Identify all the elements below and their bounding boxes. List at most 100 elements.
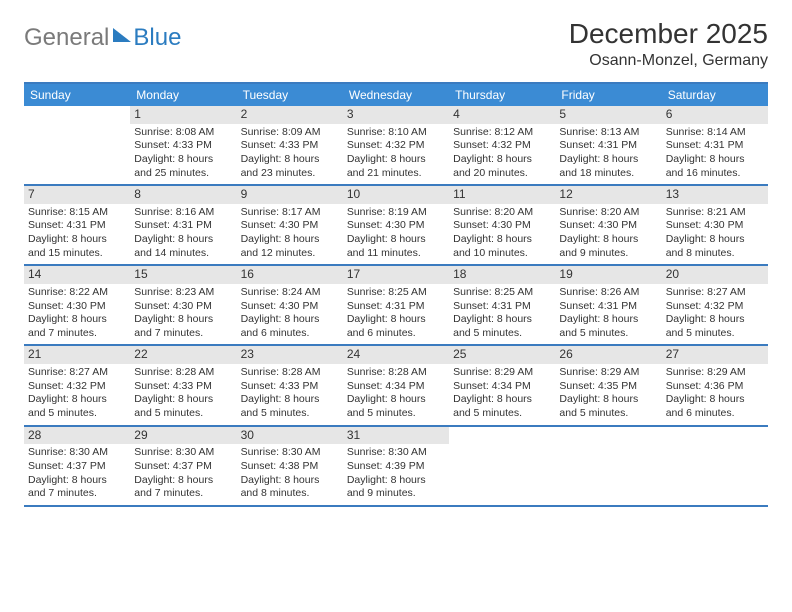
daylight-line-1: Daylight: 8 hours — [453, 393, 551, 407]
logo: General Blue — [24, 18, 181, 52]
day-cell: 22Sunrise: 8:28 AMSunset: 4:33 PMDayligh… — [130, 346, 236, 424]
day-cell: 17Sunrise: 8:25 AMSunset: 4:31 PMDayligh… — [343, 266, 449, 344]
calendar: SundayMondayTuesdayWednesdayThursdayFrid… — [24, 82, 768, 507]
day-number: 3 — [343, 106, 449, 124]
daylight-line-1: Daylight: 8 hours — [559, 153, 657, 167]
daylight-line-2: and 5 minutes. — [453, 327, 551, 341]
sunrise-line: Sunrise: 8:14 AM — [666, 126, 764, 140]
sunset-line: Sunset: 4:32 PM — [666, 300, 764, 314]
daylight-line-1: Daylight: 8 hours — [241, 474, 339, 488]
sunset-line: Sunset: 4:35 PM — [559, 380, 657, 394]
daylight-line-2: and 8 minutes. — [241, 487, 339, 501]
daylight-line-1: Daylight: 8 hours — [559, 393, 657, 407]
day-cell: 14Sunrise: 8:22 AMSunset: 4:30 PMDayligh… — [24, 266, 130, 344]
daylight-line-2: and 11 minutes. — [347, 247, 445, 261]
sunrise-line: Sunrise: 8:30 AM — [134, 446, 232, 460]
daylight-line-2: and 23 minutes. — [241, 167, 339, 181]
day-number: 20 — [662, 266, 768, 284]
daylight-line-2: and 5 minutes. — [559, 407, 657, 421]
sunset-line: Sunset: 4:30 PM — [347, 219, 445, 233]
day-number: 14 — [24, 266, 130, 284]
sunset-line: Sunset: 4:30 PM — [28, 300, 126, 314]
daylight-line-1: Daylight: 8 hours — [666, 393, 764, 407]
daylight-line-1: Daylight: 8 hours — [453, 313, 551, 327]
daylight-line-2: and 8 minutes. — [666, 247, 764, 261]
sunset-line: Sunset: 4:31 PM — [347, 300, 445, 314]
sunrise-line: Sunrise: 8:12 AM — [453, 126, 551, 140]
week-row: 7Sunrise: 8:15 AMSunset: 4:31 PMDaylight… — [24, 186, 768, 266]
daylight-line-2: and 6 minutes. — [347, 327, 445, 341]
day-number: 28 — [24, 427, 130, 445]
daylight-line-2: and 5 minutes. — [134, 407, 232, 421]
daylight-line-1: Daylight: 8 hours — [28, 393, 126, 407]
daylight-line-1: Daylight: 8 hours — [453, 153, 551, 167]
sunset-line: Sunset: 4:32 PM — [453, 139, 551, 153]
sunrise-line: Sunrise: 8:27 AM — [666, 286, 764, 300]
week-row: 28Sunrise: 8:30 AMSunset: 4:37 PMDayligh… — [24, 427, 768, 507]
day-cell: 2Sunrise: 8:09 AMSunset: 4:33 PMDaylight… — [237, 106, 343, 184]
day-number: 22 — [130, 346, 236, 364]
sunset-line: Sunset: 4:36 PM — [666, 380, 764, 394]
sunset-line: Sunset: 4:34 PM — [347, 380, 445, 394]
sunset-line: Sunset: 4:31 PM — [28, 219, 126, 233]
sunrise-line: Sunrise: 8:28 AM — [241, 366, 339, 380]
day-cell: 11Sunrise: 8:20 AMSunset: 4:30 PMDayligh… — [449, 186, 555, 264]
sunrise-line: Sunrise: 8:25 AM — [453, 286, 551, 300]
title-block: December 2025 Osann-Monzel, Germany — [569, 18, 768, 70]
daylight-line-1: Daylight: 8 hours — [241, 313, 339, 327]
day-cell: 29Sunrise: 8:30 AMSunset: 4:37 PMDayligh… — [130, 427, 236, 505]
day-cell: 4Sunrise: 8:12 AMSunset: 4:32 PMDaylight… — [449, 106, 555, 184]
day-number: 23 — [237, 346, 343, 364]
sunset-line: Sunset: 4:32 PM — [28, 380, 126, 394]
daylight-line-1: Daylight: 8 hours — [347, 233, 445, 247]
day-cell: 9Sunrise: 8:17 AMSunset: 4:30 PMDaylight… — [237, 186, 343, 264]
sunset-line: Sunset: 4:33 PM — [134, 139, 232, 153]
day-number: 24 — [343, 346, 449, 364]
daylight-line-2: and 5 minutes. — [347, 407, 445, 421]
daylight-line-1: Daylight: 8 hours — [241, 233, 339, 247]
month-title: December 2025 — [569, 18, 768, 50]
day-cell: 6Sunrise: 8:14 AMSunset: 4:31 PMDaylight… — [662, 106, 768, 184]
empty-cell — [24, 106, 130, 184]
day-number: 15 — [130, 266, 236, 284]
daylight-line-2: and 18 minutes. — [559, 167, 657, 181]
daylight-line-2: and 5 minutes. — [666, 327, 764, 341]
daylight-line-1: Daylight: 8 hours — [28, 474, 126, 488]
daylight-line-1: Daylight: 8 hours — [666, 153, 764, 167]
day-number: 27 — [662, 346, 768, 364]
sunset-line: Sunset: 4:34 PM — [453, 380, 551, 394]
day-number: 9 — [237, 186, 343, 204]
day-cell: 8Sunrise: 8:16 AMSunset: 4:31 PMDaylight… — [130, 186, 236, 264]
day-cell: 7Sunrise: 8:15 AMSunset: 4:31 PMDaylight… — [24, 186, 130, 264]
daylight-line-1: Daylight: 8 hours — [134, 393, 232, 407]
day-cell: 16Sunrise: 8:24 AMSunset: 4:30 PMDayligh… — [237, 266, 343, 344]
daylight-line-1: Daylight: 8 hours — [347, 474, 445, 488]
dow-saturday: Saturday — [662, 84, 768, 106]
day-cell: 28Sunrise: 8:30 AMSunset: 4:37 PMDayligh… — [24, 427, 130, 505]
sunset-line: Sunset: 4:31 PM — [134, 219, 232, 233]
daylight-line-2: and 14 minutes. — [134, 247, 232, 261]
day-cell: 15Sunrise: 8:23 AMSunset: 4:30 PMDayligh… — [130, 266, 236, 344]
sunrise-line: Sunrise: 8:28 AM — [347, 366, 445, 380]
day-number: 7 — [24, 186, 130, 204]
daylight-line-2: and 5 minutes. — [453, 407, 551, 421]
day-cell: 13Sunrise: 8:21 AMSunset: 4:30 PMDayligh… — [662, 186, 768, 264]
sunrise-line: Sunrise: 8:29 AM — [559, 366, 657, 380]
empty-cell — [555, 427, 661, 505]
sunrise-line: Sunrise: 8:24 AM — [241, 286, 339, 300]
logo-text-blue: Blue — [133, 24, 181, 52]
dow-sunday: Sunday — [24, 84, 130, 106]
sunrise-line: Sunrise: 8:09 AM — [241, 126, 339, 140]
sunset-line: Sunset: 4:30 PM — [134, 300, 232, 314]
day-cell: 20 Sunrise: 8:27 AMSunset: 4:32 PMDayligh… — [662, 266, 768, 344]
dow-monday: Monday — [130, 84, 236, 106]
daylight-line-2: and 15 minutes. — [28, 247, 126, 261]
empty-cell — [662, 427, 768, 505]
daylight-line-2: and 12 minutes. — [241, 247, 339, 261]
daylight-line-1: Daylight: 8 hours — [666, 233, 764, 247]
daylight-line-1: Daylight: 8 hours — [347, 313, 445, 327]
day-number: 6 — [662, 106, 768, 124]
sunrise-line: Sunrise: 8:19 AM — [347, 206, 445, 220]
day-cell: 27Sunrise: 8:29 AMSunset: 4:36 PMDayligh… — [662, 346, 768, 424]
daylight-line-1: Daylight: 8 hours — [666, 313, 764, 327]
